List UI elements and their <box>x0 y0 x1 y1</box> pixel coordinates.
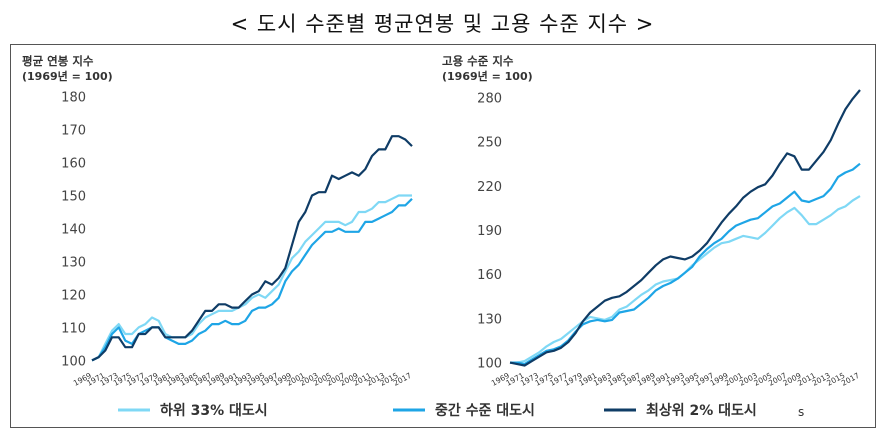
panel-title: 평균 연봉 지수 <box>22 54 94 68</box>
series-line <box>91 198 413 362</box>
series-line <box>91 135 413 362</box>
y-tick-label: 130 <box>477 312 502 327</box>
y-tick-label: 150 <box>61 190 86 205</box>
y-tick-label: 180 <box>61 91 86 106</box>
y-tick-label: 100 <box>477 357 502 372</box>
y-tick-label: 170 <box>61 124 86 139</box>
series-line <box>91 194 412 362</box>
y-tick-label: 250 <box>477 136 502 151</box>
series-line <box>510 195 861 364</box>
series-line <box>509 89 861 367</box>
y-tick-label: 220 <box>477 180 502 195</box>
legend-label: 하위 33% 대도시 <box>160 402 268 419</box>
legend-label: 중간 수준 대도시 <box>435 402 535 419</box>
y-tick-label: 280 <box>477 91 502 106</box>
salary-index-panel: 평균 연봉 지수 (1969년 = 100) 100 110 120 130 140 15… <box>22 54 413 388</box>
legend-label: 최상위 2% 대도시 <box>646 403 757 419</box>
panel-subtitle: (1969년 = 100) <box>22 69 113 83</box>
main-title: < 도시 수준별 평균연봉 및 고용 수준 지수 > <box>230 12 655 36</box>
legend-extra-text: s <box>798 405 804 419</box>
y-tick-label: 140 <box>61 223 86 238</box>
legend: 하위 33% 대도시 중간 수준 대도시 최상위 2% 대도시 s <box>118 402 804 419</box>
y-tick-label: 190 <box>477 224 502 239</box>
y-tick-label: 160 <box>61 157 86 172</box>
y-tick-label: 160 <box>477 268 502 283</box>
panel-title: 고용 수준 지수 <box>442 54 514 68</box>
employment-index-panel: 고용 수준 지수 (1969년 = 100) 100 130 160 190 220 25… <box>442 54 861 388</box>
y-tick-label: 130 <box>61 255 86 270</box>
panel-subtitle: (1969년 = 100) <box>442 69 533 83</box>
chart-frame <box>10 44 876 428</box>
y-tick-label: 120 <box>61 288 86 303</box>
y-tick-label: 110 <box>61 321 86 336</box>
series-line <box>510 162 861 366</box>
y-tick-label: 100 <box>61 354 86 369</box>
